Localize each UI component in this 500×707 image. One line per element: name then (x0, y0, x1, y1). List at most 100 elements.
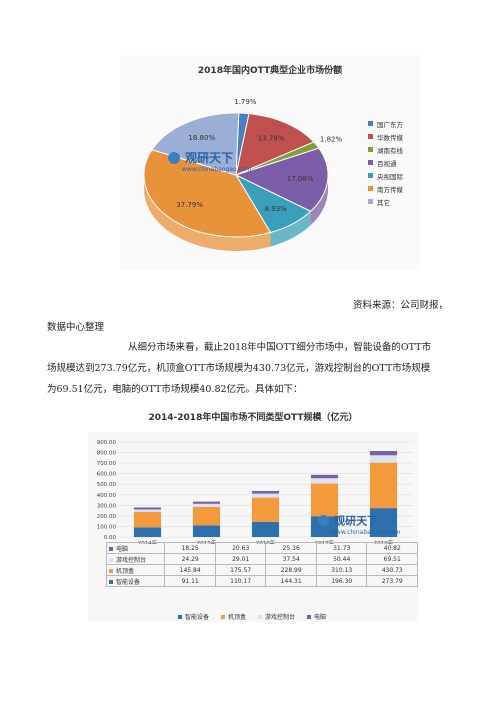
paragraph-line-4: 为69.51亿元，电脑的OTT市场规模40.82亿元。具体如下： (47, 384, 303, 395)
legend-swatch (368, 121, 373, 126)
table-swatch (109, 557, 113, 562)
bar-智能设备-2018年 (369, 508, 398, 537)
watermark-logo-2: 观研天下 www.chinabaogao.com (318, 510, 400, 536)
x-tick-label: 2014年 (138, 539, 158, 544)
legend-label: 电脑 (314, 614, 327, 621)
legend-swatch (368, 147, 373, 152)
bar-游戏控制台-2016年 (251, 493, 280, 498)
bar-legend-item: 游戏控制台 (258, 612, 295, 621)
x-tick-label: 2016年 (256, 539, 276, 544)
table-cell: 310.13 (315, 564, 368, 576)
watermark-logo: 观研天下 www.chinabaogao.com (168, 147, 251, 173)
pie-slice-南方传媒 (143, 149, 272, 238)
y-tick-label: 900.00 (97, 440, 117, 446)
legend-label: 湖南有线 (377, 146, 403, 155)
table-swatch (109, 546, 113, 551)
pie-label-2: 1.82% (320, 136, 343, 144)
pie-label-0: 1.79% (234, 98, 257, 106)
watermark-globe-icon-2 (318, 515, 329, 526)
bar-电脑-2015年 (192, 501, 221, 504)
table-row-label: 机顶盒 (105, 564, 166, 576)
pie-legend-item: 百视通 (368, 156, 403, 169)
table-swatch (109, 579, 113, 584)
y-tick-label: 700.00 (97, 461, 117, 467)
table-cell: 228.99 (265, 564, 317, 576)
source-line: 资料来源：公司财报， (352, 300, 448, 311)
table-row-label: 智能设备 (105, 575, 166, 587)
table-cell: 430.73 (366, 564, 418, 576)
y-tick-label: 400.00 (97, 493, 117, 499)
bar-游戏控制台-2018年 (369, 455, 398, 463)
table-cell: 40.82 (366, 542, 418, 554)
legend-swatch (368, 173, 373, 178)
table-label-text: 游戏控制台 (116, 556, 147, 564)
data-table: 电脑 18.25 20.63 25.16 31.73 40.82 游戏控制台 24.29 29.… (105, 542, 418, 587)
bar-游戏控制台-2014年 (133, 509, 162, 512)
legend-swatch (221, 615, 226, 619)
bar-游戏控制台-2017年 (310, 478, 339, 484)
legend-label: 智能设备 (185, 614, 210, 621)
table-row-label: 电脑 (105, 542, 166, 554)
pie-side-4 (270, 211, 311, 247)
x-tick-label: 2015年 (197, 539, 217, 544)
table-row: 机顶盒 145.84 175.57 228.99 310.13 430.73 (105, 564, 418, 576)
pie-legend-item: 湖南有线 (368, 143, 403, 156)
watermark-brand: 观研天下 (185, 151, 234, 165)
table-row: 游戏控制台 24.29 29.01 37.54 50.44 69.51 (105, 553, 418, 565)
bar-电脑-2014年 (133, 507, 162, 510)
table-cell: 69.51 (366, 553, 418, 565)
table-cell: 110.17 (214, 575, 267, 587)
y-tick-label: 100.00 (97, 524, 117, 530)
bar-电脑-2017年 (310, 474, 339, 479)
pie-label-6: 18.80% (188, 134, 215, 142)
legend-label: 机顶盒 (228, 614, 247, 621)
bar-legend-item: 智能设备 (178, 612, 209, 621)
bar-电脑-2016年 (251, 490, 280, 494)
paragraph-line-1: 数据中心整理 (47, 322, 105, 333)
table-cell: 144.31 (265, 575, 317, 587)
legend-label: 国广东方 (377, 120, 403, 129)
paragraph-line-2: 从细分市场来看，截止2018年中国OTT细分市场中，智能设备的OTT市 (128, 342, 431, 353)
pie-legend-item: 南方传媒 (368, 182, 403, 195)
x-tick-label: 2018年 (374, 539, 394, 544)
pie-side-5 (144, 175, 271, 252)
table-cell: 145.84 (164, 564, 216, 576)
bar-legend: 智能设备 机顶盒 游戏控制台 电脑 (178, 612, 326, 621)
table-cell: 50.44 (315, 553, 368, 565)
table-cell: 37.54 (265, 553, 317, 565)
table-cell: 175.57 (214, 564, 267, 576)
legend-label: 南方传媒 (377, 185, 403, 194)
table-cell: 18.25 (164, 542, 216, 554)
bar-legend-item: 电脑 (307, 612, 326, 621)
table-row: 电脑 18.25 20.63 25.16 31.73 40.82 (105, 542, 418, 554)
bar-智能设备-2015年 (192, 525, 221, 537)
legend-swatch (178, 615, 182, 619)
pie-legend: 国广东方 华数传媒 湖南有线 百视通 央视国际 南方传媒 其它 (368, 117, 403, 208)
legend-label: 百视通 (377, 159, 397, 168)
bar-chart: 0.00 100.00 200.00 300.00 400.00 500.00 600.00… (97, 440, 413, 544)
table-cell: 20.63 (214, 542, 267, 554)
y-tick-label: 800.00 (97, 451, 117, 457)
bar-legend-item: 机顶盒 (221, 612, 246, 621)
table-cell: 273.79 (366, 575, 418, 587)
pie-slice-百视通 (234, 147, 329, 212)
legend-swatch (258, 615, 263, 619)
legend-swatch (368, 134, 373, 139)
bar-智能设备-2014年 (133, 527, 162, 537)
legend-swatch (368, 160, 373, 165)
legend-label: 游戏控制台 (265, 614, 296, 621)
table-cell: 91.11 (164, 575, 216, 587)
pie-slice-其它 (151, 112, 240, 176)
pie-label-5: 37.79% (176, 201, 203, 209)
bar-机顶盒-2016年 (251, 497, 280, 522)
pie-legend-item: 其它 (368, 195, 403, 208)
table-cell: 24.29 (164, 553, 216, 565)
table-cell: 29.01 (214, 553, 267, 565)
ott-scale-figure: 2014-2018年中国市场不同类型OTT规模（亿元） 0.00 100.00 20… (88, 413, 418, 622)
bar-机顶盒-2017年 (310, 483, 339, 517)
bar-机顶盒-2018年 (369, 462, 398, 509)
y-tick-label: 500.00 (97, 482, 117, 488)
table-cell: 25.16 (265, 542, 317, 554)
pie-legend-item: 国广东方 (368, 117, 403, 130)
pie-legend-item: 华数传媒 (368, 130, 403, 143)
